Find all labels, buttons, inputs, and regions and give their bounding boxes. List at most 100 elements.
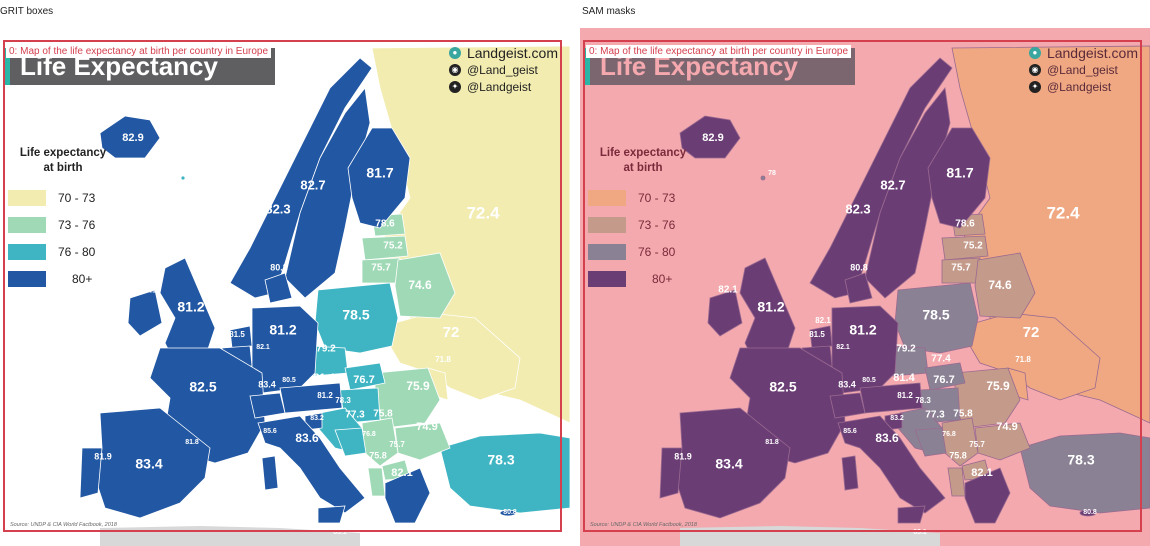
label-spain: 83.4: [715, 456, 742, 472]
legend-label: 73 - 76: [58, 217, 96, 232]
country-sicily: [897, 505, 926, 524]
legend-title-line2: at birth: [43, 162, 83, 174]
label-russia: 72.4: [1046, 203, 1080, 222]
globe-icon: ●: [448, 46, 461, 59]
legend-title: Life expectancy at birth: [8, 146, 118, 176]
grit-boxes-panel: 82.9 82.3 82.7 81.7 72.4 78.6 75.2 75.7 …: [0, 28, 570, 546]
brand-site: Landgeist.com: [466, 44, 558, 61]
legend-label: 76 - 80: [638, 244, 676, 259]
legend-swatch: [8, 216, 46, 233]
label-slovenia: 81.2: [897, 391, 913, 400]
label-cyprus: 80.8: [503, 509, 517, 516]
label-denmark: 80.8: [270, 262, 288, 272]
label-norway: 82.3: [265, 201, 290, 216]
sam-masks-panel: 82.9 82.3 82.7 81.7 72.4 78.6 75.2 75.7 …: [580, 28, 1150, 546]
brand-site-row: ● Landgeist.com: [1028, 44, 1138, 61]
label-belgium: 81.5: [229, 330, 245, 339]
label-turkey: 78.3: [1067, 452, 1094, 468]
label-sweden: 82.7: [300, 177, 325, 192]
left-panel-title: GRIT boxes: [0, 6, 54, 17]
country-portugal: [79, 447, 103, 499]
country-bosnia: [914, 427, 947, 457]
country-turkey: [439, 432, 570, 514]
label-montenegro: 76.8: [942, 431, 956, 438]
label-bulgaria: 74.9: [996, 421, 1017, 433]
label-romania: 75.9: [986, 379, 1010, 393]
legend-label: 80+: [652, 271, 673, 286]
label-czechia: 79.2: [896, 344, 916, 355]
country-bosnia: [334, 427, 367, 457]
map-title: Life Expectancy: [20, 51, 218, 81]
brand-twitter: @Landgeist: [466, 79, 532, 94]
country-slovakia: [924, 362, 966, 391]
globe-icon: ●: [1028, 46, 1041, 59]
legend-title-line2: at birth: [623, 162, 663, 174]
label-greece: 82.1: [971, 467, 992, 479]
label-hungary: 76.7: [353, 374, 374, 386]
legend-item: 80+: [588, 265, 698, 292]
legend-label: 80+: [72, 271, 93, 286]
country-switzerland: [829, 392, 866, 419]
country-denmark: [264, 272, 293, 304]
country-iceland: [679, 115, 741, 159]
label-germany: 81.2: [849, 322, 876, 338]
legend-swatch: [8, 189, 46, 206]
label-malta: 83.1: [913, 529, 927, 536]
label-sweden: 82.7: [880, 177, 905, 192]
country-belarus: [974, 252, 1036, 319]
map-title-banner: Life Expectancy: [585, 48, 855, 85]
label-iceland: 82.9: [122, 132, 143, 144]
label-slovakia: 77.4: [931, 354, 951, 365]
label-iceland: 82.9: [702, 132, 723, 144]
brand-block: ● Landgeist.com ◉ @Land_geist ✦ @Landgei…: [1028, 44, 1138, 95]
country-turkey: [1019, 432, 1150, 514]
label-andorra: 81.8: [765, 439, 779, 446]
map-source: Source: UNDP & CIA World Factbook, 2018: [10, 522, 117, 528]
label-macedonia: 75.7: [389, 440, 405, 449]
country-denmark: [844, 272, 873, 304]
label-cyprus: 80.8: [1083, 509, 1097, 516]
legend-title-line1: Life expectancy: [19, 147, 107, 159]
label-switzerland: 83.4: [838, 379, 856, 389]
legend-swatch: [8, 270, 46, 287]
label-lithuania: 75.7: [951, 263, 971, 274]
label-ukraine: 72: [1023, 324, 1040, 341]
map-source: Source: UNDP & CIA World Factbook, 2018: [590, 522, 697, 528]
label-germany: 81.2: [269, 322, 296, 338]
legend-swatch: [588, 243, 626, 260]
label-albania: 75.8: [369, 450, 387, 460]
country-switzerland: [249, 392, 286, 419]
label-lithuania: 75.7: [371, 263, 391, 274]
legend-label: 70 - 73: [638, 190, 676, 205]
country-greece: [384, 467, 431, 524]
label-italy: 83.6: [875, 431, 899, 445]
twitter-icon: ✦: [1028, 80, 1041, 93]
country-faroe: [760, 175, 766, 181]
country-italy: [837, 415, 946, 514]
map-legend: Life expectancy at birth 70 - 73 73 - 76…: [8, 146, 118, 292]
brand-instagram: @Land_geist: [1046, 62, 1118, 77]
label-latvia: 75.2: [383, 241, 403, 252]
label-austria: 81.4: [893, 372, 915, 384]
label-poland: 78.5: [342, 307, 369, 323]
country-ukraine: [389, 312, 521, 401]
label-switzerland: 83.4: [258, 379, 276, 389]
legend-item: 76 - 80: [588, 238, 698, 265]
label-montenegro: 76.8: [362, 431, 376, 438]
label-spain: 83.4: [135, 456, 162, 472]
label-france: 82.5: [189, 379, 216, 395]
label-estonia: 78.6: [375, 219, 395, 230]
country-iceland: [99, 115, 161, 159]
legend-swatch: [8, 243, 46, 260]
label-estonia: 78.6: [955, 219, 975, 230]
legend-item: 70 - 73: [588, 184, 698, 211]
country-sicily: [317, 505, 346, 524]
label-ukraine: 72: [443, 324, 460, 341]
country-finland: [927, 127, 991, 229]
label-belarus: 74.6: [988, 278, 1012, 292]
country-italy: [257, 415, 366, 514]
brand-twitter-row: ✦ @Landgeist: [448, 78, 558, 95]
map-title: Life Expectancy: [600, 51, 798, 81]
map-legend: Life expectancy at birth 70 - 73 73 - 76…: [588, 146, 698, 292]
twitter-icon: ✦: [448, 80, 461, 93]
